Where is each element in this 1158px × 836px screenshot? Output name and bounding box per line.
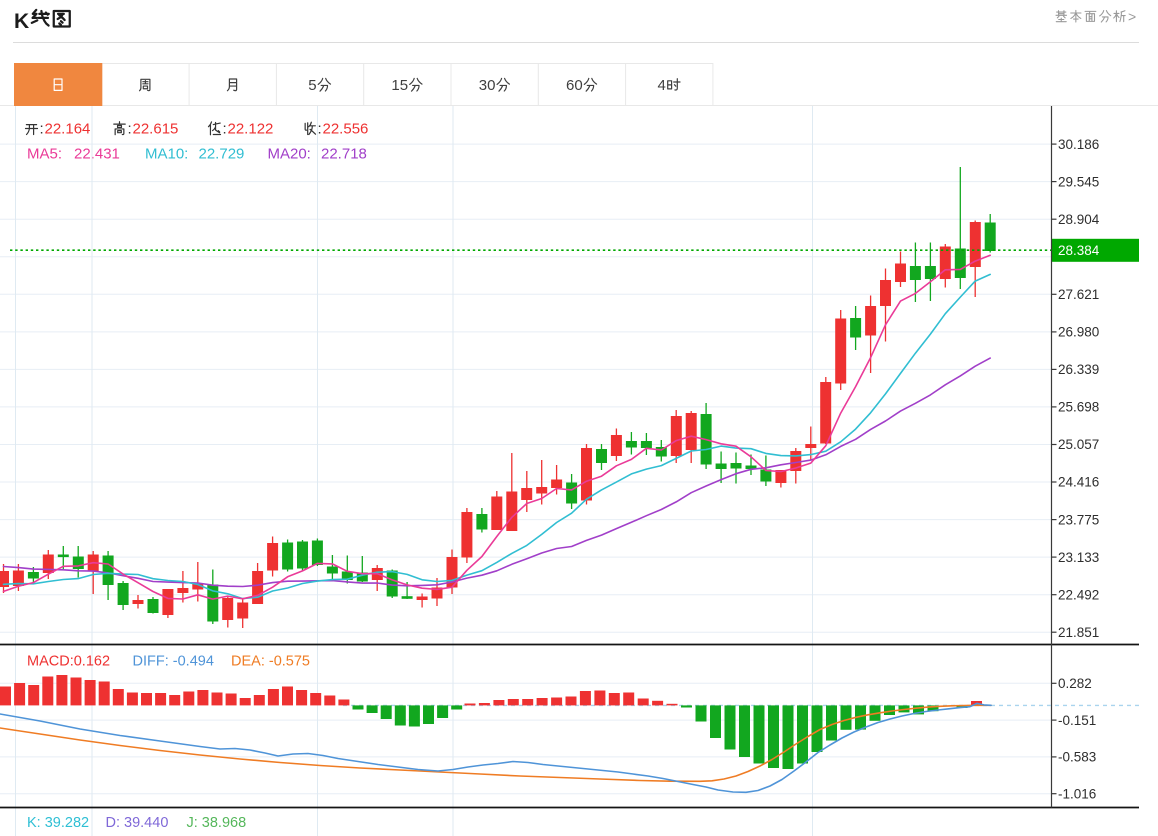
svg-text:22.122: 22.122 — [228, 121, 274, 138]
svg-text:28.904: 28.904 — [1058, 212, 1100, 227]
svg-text:MA5:: MA5: — [27, 146, 62, 163]
svg-text:-0.583: -0.583 — [1058, 750, 1096, 765]
svg-text:24.416: 24.416 — [1058, 475, 1099, 490]
svg-text:-0.151: -0.151 — [1058, 713, 1096, 728]
svg-text:22.615: 22.615 — [133, 121, 179, 138]
svg-text:MACD:0.162: MACD:0.162 — [27, 654, 110, 670]
svg-text::: : — [128, 121, 132, 138]
svg-text:0.282: 0.282 — [1058, 676, 1092, 691]
svg-text:15: 15 — [391, 77, 408, 94]
svg-text:K: K — [14, 10, 29, 33]
svg-text:26.339: 26.339 — [1058, 362, 1099, 377]
svg-text:J: 38.968: J: 38.968 — [187, 815, 247, 831]
svg-text:22.164: 22.164 — [45, 121, 91, 138]
svg-text:30: 30 — [479, 77, 496, 94]
svg-text:22.729: 22.729 — [199, 146, 245, 163]
svg-text:>: > — [1128, 9, 1136, 25]
svg-text:DEA: -0.575: DEA: -0.575 — [231, 654, 310, 670]
svg-text:DIFF: -0.494: DIFF: -0.494 — [133, 654, 214, 670]
svg-text:D: 39.440: D: 39.440 — [106, 815, 169, 831]
svg-text:22.556: 22.556 — [323, 121, 369, 138]
svg-text:MA20:: MA20: — [268, 146, 311, 163]
svg-text:21.851: 21.851 — [1058, 625, 1099, 640]
svg-text:4: 4 — [658, 77, 666, 94]
svg-text:K: 39.282: K: 39.282 — [27, 815, 89, 831]
svg-text:MA10:: MA10: — [145, 146, 188, 163]
svg-text::: : — [223, 121, 227, 138]
svg-text::: : — [40, 121, 44, 138]
svg-text:-1.016: -1.016 — [1058, 786, 1096, 801]
svg-text:22.492: 22.492 — [1058, 587, 1099, 602]
svg-text:23.133: 23.133 — [1058, 550, 1099, 565]
svg-text::: : — [318, 121, 322, 138]
svg-text:5: 5 — [308, 77, 316, 94]
svg-text:60: 60 — [566, 77, 583, 94]
svg-text:25.698: 25.698 — [1058, 400, 1099, 415]
svg-text:22.431: 22.431 — [74, 146, 120, 163]
svg-text:25.057: 25.057 — [1058, 437, 1099, 452]
svg-text:22.718: 22.718 — [321, 146, 367, 163]
svg-text:23.775: 23.775 — [1058, 512, 1099, 527]
svg-text:30.186: 30.186 — [1058, 137, 1099, 152]
svg-text:26.980: 26.980 — [1058, 325, 1099, 340]
svg-text:29.545: 29.545 — [1058, 174, 1099, 189]
svg-text:27.621: 27.621 — [1058, 287, 1099, 302]
svg-text:28.384: 28.384 — [1058, 243, 1100, 258]
